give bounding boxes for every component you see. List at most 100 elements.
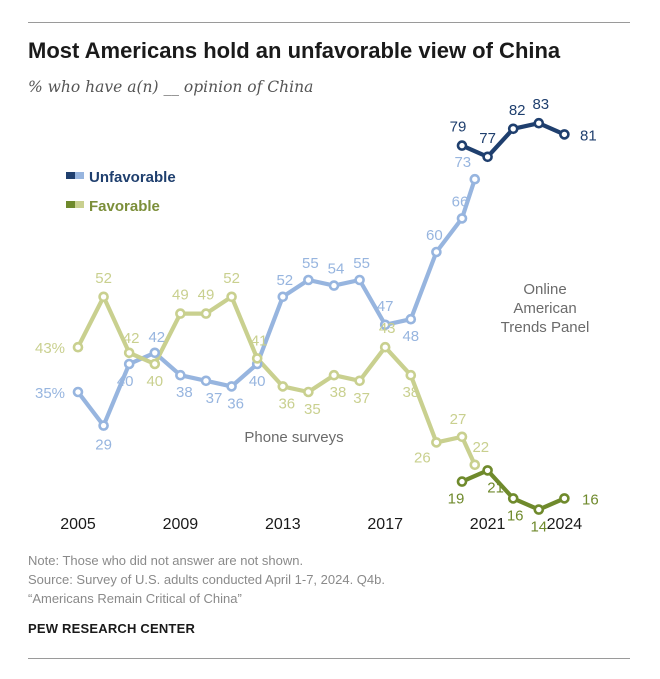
top-rule	[28, 22, 630, 23]
series-points	[72, 117, 570, 515]
data-point-unfavorable-phone	[200, 375, 212, 387]
data-point-unfavorable-online	[456, 140, 468, 151]
data-point-unfavorable-phone	[379, 319, 391, 331]
note-text: Note: Those who did not answer are not s…	[28, 553, 304, 568]
data-point-unfavorable-phone	[149, 347, 161, 359]
data-point-favorable-phone	[303, 386, 314, 398]
data-label-unfavorable-phone: 52	[276, 272, 293, 289]
data-point-unfavorable-phone	[72, 386, 84, 398]
x-tick-label: 2005	[60, 516, 96, 533]
data-label-unfavorable-phone: 40	[117, 373, 134, 390]
legend-label-unfavorable: Unfavorable	[89, 169, 176, 186]
data-label-favorable-phone: 43	[379, 320, 396, 337]
data-label-unfavorable-phone: 60	[426, 227, 443, 244]
data-label-favorable-phone: 49	[172, 287, 189, 304]
data-point-unfavorable-online	[533, 117, 545, 129]
data-label-favorable-phone: 27	[450, 411, 467, 428]
phone-surveys-annotation: Phone surveys	[244, 429, 343, 446]
data-label-favorable-phone: 43%	[35, 340, 65, 357]
data-label-unfavorable-phone: 48	[402, 328, 419, 345]
data-label-favorable-phone: 26	[414, 449, 431, 466]
x-tick-label: 2009	[163, 516, 199, 533]
data-label-favorable-online: 21	[487, 479, 504, 496]
data-label-unfavorable-phone: 35%	[35, 385, 65, 402]
data-point-favorable-phone	[379, 341, 391, 353]
report-title-text: “Americans Remain Critical of China”	[28, 591, 242, 606]
data-point-favorable-phone	[72, 341, 84, 353]
data-point-unfavorable-phone	[431, 246, 442, 258]
data-label-unfavorable-online: 83	[532, 96, 549, 113]
data-label-unfavorable-phone: 29	[95, 437, 112, 454]
chart-title: Most Americans hold an unfavorable view …	[28, 38, 561, 63]
x-tick-label: 2017	[367, 516, 403, 533]
org-name: PEW RESEARCH CENTER	[28, 621, 196, 636]
source-text: Source: Survey of U.S. adults conducted …	[28, 572, 385, 587]
chart-notes: Note: Those who did not answer are not s…	[28, 551, 385, 608]
data-label-favorable-phone: 49	[198, 287, 215, 304]
data-point-favorable-phone	[200, 308, 212, 319]
series-line-favorable-online	[459, 468, 567, 512]
data-label-unfavorable-phone: 55	[302, 255, 319, 272]
data-label-favorable-phone: 41	[251, 332, 268, 349]
data-point-favorable-phone	[123, 347, 135, 359]
data-label-favorable-online: 16	[507, 507, 524, 524]
data-point-favorable-phone	[456, 431, 468, 443]
data-label-favorable-phone: 52	[95, 270, 112, 287]
data-point-favorable-online	[559, 493, 570, 504]
data-point-unfavorable-phone	[175, 369, 186, 381]
data-label-favorable-phone: 38	[402, 384, 419, 401]
data-point-unfavorable-online	[507, 123, 519, 135]
data-point-favorable-online	[507, 493, 519, 504]
data-point-favorable-phone	[149, 358, 161, 370]
legend-swatch-unfavorable-phone	[75, 172, 84, 179]
data-label-unfavorable-phone: 47	[377, 298, 394, 315]
data-label-unfavorable-phone: 36	[227, 395, 244, 412]
data-label-favorable-phone: 37	[353, 390, 370, 407]
data-label-unfavorable-online: 81	[580, 127, 597, 144]
data-label-unfavorable-phone: 38	[176, 384, 193, 401]
legend-swatch-favorable-phone	[75, 201, 84, 208]
data-label-favorable-phone: 36	[278, 395, 295, 412]
data-label-favorable-online: 14	[530, 519, 547, 536]
data-label-favorable-phone: 22	[472, 439, 489, 456]
data-label-unfavorable-phone: 42	[148, 329, 165, 346]
data-point-favorable-phone	[354, 375, 365, 387]
data-point-unfavorable-phone	[98, 420, 109, 431]
data-point-favorable-phone	[405, 369, 417, 381]
data-label-unfavorable-online: 82	[509, 102, 526, 119]
data-point-favorable-online	[533, 504, 545, 515]
data-point-unfavorable-online	[559, 129, 570, 140]
data-point-unfavorable-phone	[469, 173, 481, 185]
online-panel-annotation: American	[513, 300, 576, 317]
data-point-unfavorable-phone	[354, 274, 365, 286]
data-point-favorable-phone	[469, 459, 481, 471]
online-panel-annotation: Online	[523, 281, 566, 298]
data-label-favorable-phone: 38	[330, 384, 347, 401]
data-label-favorable-online: 19	[448, 491, 465, 508]
x-axis: 2005 2009 2013 2017 2021 2024	[60, 516, 582, 533]
x-tick-label: 2021	[470, 516, 506, 533]
data-point-unfavorable-phone	[226, 381, 237, 392]
data-label-unfavorable-phone: 37	[206, 390, 223, 407]
data-label-favorable-online: 16	[582, 491, 599, 508]
data-point-favorable-phone	[175, 308, 186, 319]
data-label-favorable-phone: 52	[223, 270, 240, 287]
data-point-unfavorable-phone	[328, 280, 340, 291]
data-label-unfavorable-phone: 40	[249, 373, 266, 390]
data-point-unfavorable-phone	[456, 213, 468, 224]
bottom-rule	[28, 658, 630, 659]
legend-label-favorable: Favorable	[89, 198, 160, 215]
data-point-unfavorable-phone	[303, 274, 314, 286]
data-label-unfavorable-phone: 54	[328, 261, 345, 278]
online-panel-annotation: Trends Panel	[501, 319, 590, 336]
data-point-favorable-phone	[98, 291, 109, 303]
data-point-favorable-online	[456, 476, 468, 487]
chart-legend: Unfavorable Favorable	[66, 169, 176, 215]
data-point-favorable-phone	[328, 369, 340, 381]
data-label-unfavorable-phone: 55	[353, 255, 370, 272]
data-label-unfavorable-online: 79	[450, 119, 467, 136]
data-point-unfavorable-phone	[123, 358, 135, 370]
data-label-favorable-phone: 42	[123, 330, 140, 347]
